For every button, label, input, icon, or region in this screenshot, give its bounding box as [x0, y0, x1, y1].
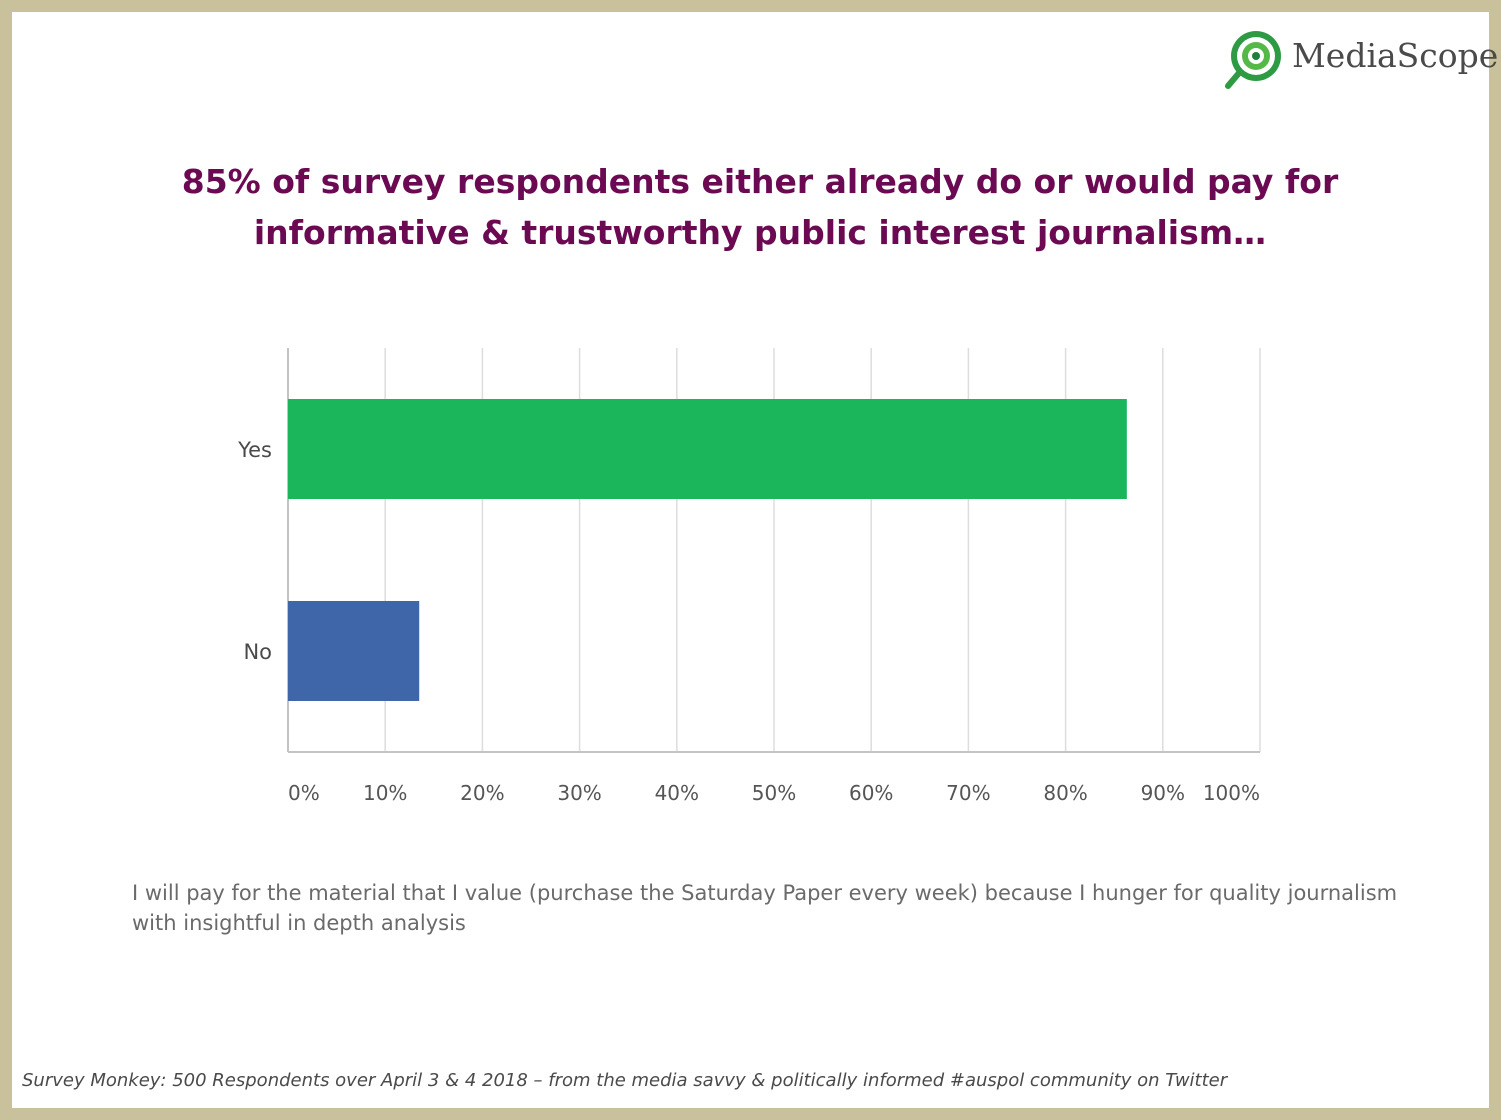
x-tick-label: 40% — [655, 781, 699, 805]
x-tick-label: 70% — [946, 781, 990, 805]
headline-line-2: informative & trustworthy public interes… — [253, 213, 1267, 252]
x-tick-label: 90% — [1141, 781, 1185, 805]
x-tick-label: 100% — [1203, 781, 1260, 805]
source-footnote: Survey Monkey: 500 Respondents over Apri… — [22, 1070, 1228, 1091]
x-tick-label: 80% — [1043, 781, 1087, 805]
bar-no — [288, 601, 420, 701]
headline-line-1: 85% of survey respondents either already… — [181, 162, 1339, 201]
category-label: Yes — [237, 438, 272, 462]
respondent-comment: I will pay for the material that I value… — [132, 881, 1398, 935]
category-label: No — [243, 640, 272, 664]
x-tick-label: 30% — [557, 781, 601, 805]
x-tick-label: 50% — [752, 781, 796, 805]
x-tick-label: 60% — [849, 781, 893, 805]
page-title: 85% of survey respondents either already… — [140, 156, 1380, 258]
x-tick-label: 10% — [363, 781, 407, 805]
x-tick-label: 20% — [460, 781, 504, 805]
bar-yes — [288, 399, 1127, 499]
x-tick-label: 0% — [288, 781, 320, 805]
mediascope-logo: MediaScope — [1222, 26, 1498, 92]
logo-text: MediaScope — [1292, 36, 1499, 75]
magnifier-logo-icon — [1225, 31, 1281, 89]
